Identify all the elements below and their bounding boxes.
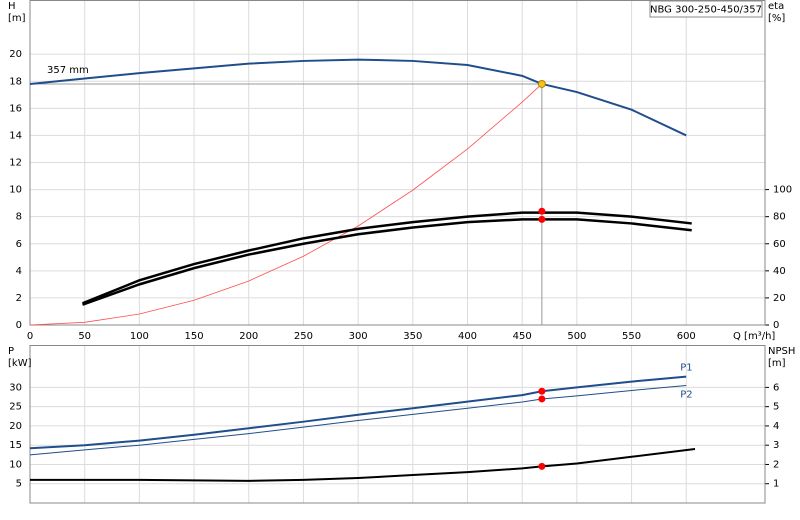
y-tick-label: 25 (9, 402, 22, 413)
y2-tick-label: 60 (773, 239, 786, 250)
y2-tick-label: 80 (773, 212, 786, 223)
y2-tick-label: 4 (773, 421, 779, 432)
y2-axis-unit: [%] (768, 13, 785, 24)
series-line (30, 448, 696, 482)
y2-tick-label: 1 (773, 479, 779, 490)
y2-tick-label: 100 (773, 185, 792, 196)
series-label: P1 (680, 363, 692, 374)
y-tick-label: 18 (9, 76, 22, 87)
series-line (29, 58, 687, 137)
y-tick-label: 10 (9, 459, 22, 470)
x-tick-label: 50 (78, 331, 91, 342)
series-line (29, 384, 687, 456)
y2-tick-label: 3 (773, 440, 779, 451)
plot-frame (29, 0, 766, 326)
y-tick-label: 14 (9, 130, 22, 141)
x-tick-label: 500 (567, 331, 586, 342)
x-axis-label: Q [m³/h] (733, 331, 775, 342)
y-tick-label: 4 (16, 266, 22, 277)
y-tick-label: 10 (9, 185, 22, 196)
y-tick-label: 0 (16, 320, 22, 331)
x-tick-label: 200 (239, 331, 258, 342)
series-line (29, 375, 687, 450)
y-tick-label: 20 (9, 421, 22, 432)
x-tick-label: 400 (458, 331, 477, 342)
series-line (29, 83, 543, 326)
x-tick-label: 150 (185, 331, 204, 342)
y-tick-label: 15 (9, 440, 22, 451)
y-tick-label: 30 (9, 382, 22, 393)
y2-axis-label: NPSH (768, 346, 795, 357)
series-label: P2 (680, 389, 692, 400)
y-tick-label: 20 (9, 49, 22, 60)
series-line (82, 218, 692, 306)
y-tick-label: 12 (9, 158, 22, 169)
plot-frame (29, 345, 766, 504)
operating-point (538, 462, 546, 470)
y2-axis-label: eta (768, 1, 784, 12)
y2-tick-label: 0 (773, 320, 779, 331)
y-tick-label: 16 (9, 103, 22, 114)
x-tick-label: 100 (130, 331, 149, 342)
y-tick-label: 2 (16, 293, 22, 304)
y2-tick-label: 6 (773, 382, 779, 393)
x-tick-label: 0 (27, 331, 33, 342)
x-tick-label: 300 (349, 331, 368, 342)
x-tick-label: 350 (403, 331, 422, 342)
y-axis-label: H (8, 1, 16, 12)
y2-tick-label: 5 (773, 402, 779, 413)
x-tick-label: 600 (677, 331, 696, 342)
x-tick-label: 550 (622, 331, 641, 342)
y-axis-label: P (8, 346, 14, 357)
annotation: 357 mm (47, 65, 89, 76)
y2-tick-label: 2 (773, 459, 779, 470)
y-tick-label: 5 (16, 479, 22, 490)
series-line (82, 211, 692, 305)
operating-point (538, 387, 546, 395)
chart-title: NBG 300-250-450/357 (650, 5, 762, 16)
y-axis-unit: [kW] (8, 358, 32, 369)
operating-point (538, 207, 546, 215)
x-tick-label: 450 (513, 331, 532, 342)
y2-tick-label: 20 (773, 293, 786, 304)
y2-tick-label: 40 (773, 266, 786, 277)
operating-point (538, 395, 546, 403)
x-tick-label: 250 (294, 331, 313, 342)
y-tick-label: 8 (16, 212, 22, 223)
operating-point (538, 215, 546, 223)
y-axis-unit: [m] (8, 13, 26, 24)
title-box (649, 0, 763, 18)
y2-axis-unit: [m] (768, 358, 786, 369)
operating-point (537, 79, 546, 88)
y-tick-label: 6 (16, 239, 22, 250)
